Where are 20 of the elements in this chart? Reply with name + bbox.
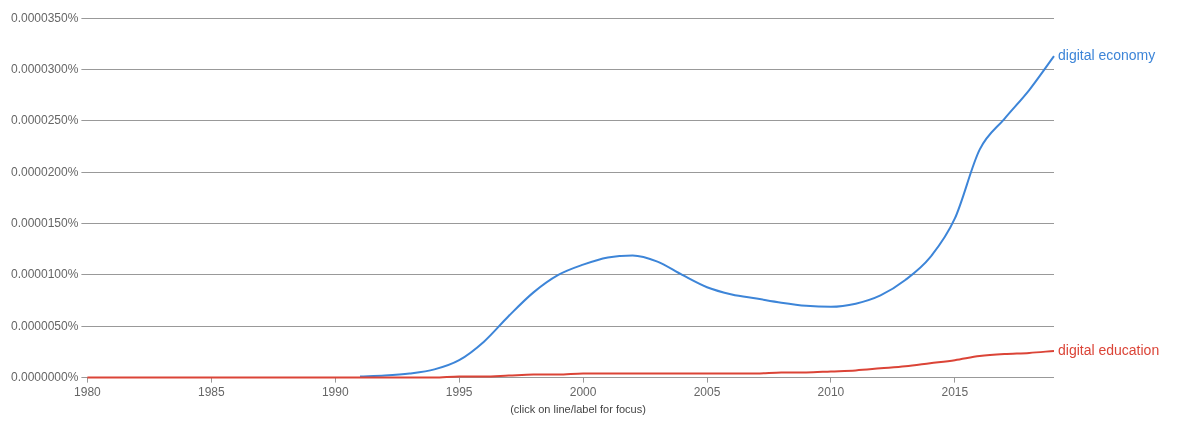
x-tick-label: 1995 <box>445 385 473 400</box>
y-tick-label: 0.0000350% <box>10 10 79 25</box>
series-label: digital education <box>1058 341 1160 358</box>
text: (click on line/label for focus) <box>509 403 647 415</box>
x-tick-label: 1990 <box>321 385 349 400</box>
y-tick-label: 0.0000100% <box>10 267 79 282</box>
x-tick-label: 2015 <box>941 385 969 400</box>
x-tick-label: 2010 <box>817 385 845 400</box>
x-tick-label: 2005 <box>693 385 721 400</box>
line-series <box>359 55 1055 378</box>
x-tick-label: 2000 <box>569 385 597 400</box>
y-tick-label: 0.0000200% <box>10 164 79 179</box>
y-tick-label: 0.0000150% <box>10 215 79 230</box>
y-tick-label: 0.0000050% <box>10 318 79 333</box>
y-tick-label: 0.0000000% <box>10 369 79 384</box>
x-tick-label: 1980 <box>74 385 102 400</box>
y-tick-label: 0.0000250% <box>10 113 79 128</box>
y-tick-label: 0.0000300% <box>10 61 79 76</box>
series-label: digital economy <box>1058 47 1156 64</box>
x-tick-label: 1985 <box>197 385 225 400</box>
